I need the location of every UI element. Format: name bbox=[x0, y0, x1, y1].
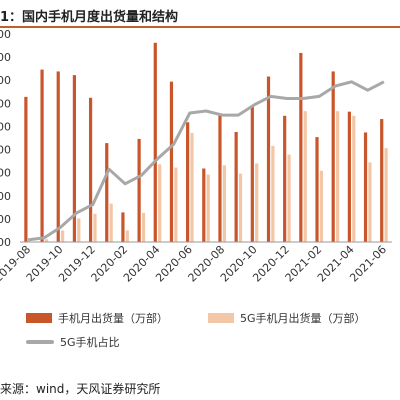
bar-total bbox=[169, 81, 174, 242]
bar-5g bbox=[44, 239, 49, 242]
legend-label-share: 5G手机占比 bbox=[60, 336, 120, 349]
bar-total bbox=[24, 96, 28, 243]
source-note: 来源：wind，天风证券研究所 bbox=[0, 382, 161, 396]
bar-5g bbox=[319, 170, 324, 242]
bar-5g bbox=[190, 132, 194, 242]
legend-swatch-share bbox=[26, 340, 54, 344]
y-tick-label: 00 bbox=[0, 74, 11, 87]
y-tick-label: 00 bbox=[0, 120, 11, 133]
bar-5g bbox=[206, 174, 210, 242]
legend-swatch-total bbox=[26, 313, 52, 323]
y-tick-label: 00 bbox=[0, 30, 11, 41]
share-line bbox=[27, 80, 385, 242]
bar-5g bbox=[174, 167, 178, 242]
legend-item-5g: 5G手机月出货量（万部） bbox=[208, 310, 366, 326]
bar-5g bbox=[158, 164, 162, 242]
legend-label-5g: 5G手机月出货量（万部） bbox=[240, 312, 366, 325]
bar-5g bbox=[238, 173, 243, 242]
bar-5g bbox=[287, 154, 291, 242]
legend-item-total: 手机月出货量（万部） bbox=[26, 310, 168, 326]
bar-total bbox=[40, 69, 44, 242]
y-tick-label: 00 bbox=[0, 144, 11, 157]
y-tick-label: 00 bbox=[0, 213, 11, 226]
chart-legend: 手机月出货量（万部） 5G手机月出货量（万部） 5G手机占比 bbox=[0, 302, 400, 372]
bar-total bbox=[56, 71, 60, 242]
bar-5g bbox=[335, 111, 340, 243]
bar-total bbox=[121, 212, 125, 242]
bar-5g bbox=[125, 230, 129, 242]
bar-total bbox=[137, 138, 141, 242]
bar-total bbox=[88, 97, 93, 242]
bar-total bbox=[105, 143, 109, 242]
bar-total bbox=[299, 52, 303, 242]
bar-5g bbox=[61, 230, 65, 242]
bar-5g bbox=[271, 145, 275, 242]
y-tick-label: 00 bbox=[0, 167, 11, 180]
figure-title: 1：国内手机月度出货量和结构 bbox=[0, 10, 179, 25]
bar-5g bbox=[384, 148, 388, 242]
title-rule bbox=[0, 26, 400, 28]
legend-swatch-5g bbox=[208, 313, 234, 323]
bar-total bbox=[266, 76, 271, 242]
y-tick-label: 00 bbox=[0, 97, 11, 110]
bar-total bbox=[72, 75, 77, 242]
bar-total bbox=[315, 137, 319, 242]
bar-total bbox=[347, 111, 351, 242]
bar-5g bbox=[77, 218, 81, 242]
bar-total bbox=[380, 119, 384, 242]
y-tick-label: 00 bbox=[0, 51, 11, 64]
legend-label-total: 手机月出货量（万部） bbox=[58, 312, 168, 325]
bar-5g bbox=[303, 111, 307, 243]
bar-total bbox=[218, 113, 222, 242]
bar-total bbox=[234, 131, 238, 242]
bar-total bbox=[283, 115, 287, 242]
bar-5g bbox=[141, 212, 146, 242]
bar-total bbox=[363, 132, 368, 242]
y-tick-label: 00 bbox=[0, 236, 11, 249]
bar-total bbox=[250, 106, 254, 243]
bar-5g bbox=[352, 115, 356, 242]
bar-total bbox=[202, 168, 206, 242]
bar-5g bbox=[222, 165, 226, 242]
bar-5g bbox=[368, 162, 372, 242]
bar-5g bbox=[93, 213, 97, 242]
bar-total bbox=[331, 71, 335, 242]
bar-total bbox=[186, 122, 190, 242]
legend-item-share: 5G手机占比 bbox=[26, 334, 120, 350]
chart: 000000000000000000002019-082019-102019-1… bbox=[0, 30, 392, 285]
bar-total bbox=[153, 42, 157, 242]
bar-5g bbox=[109, 203, 113, 242]
y-tick-label: 00 bbox=[0, 190, 11, 203]
bar-5g bbox=[255, 163, 259, 242]
